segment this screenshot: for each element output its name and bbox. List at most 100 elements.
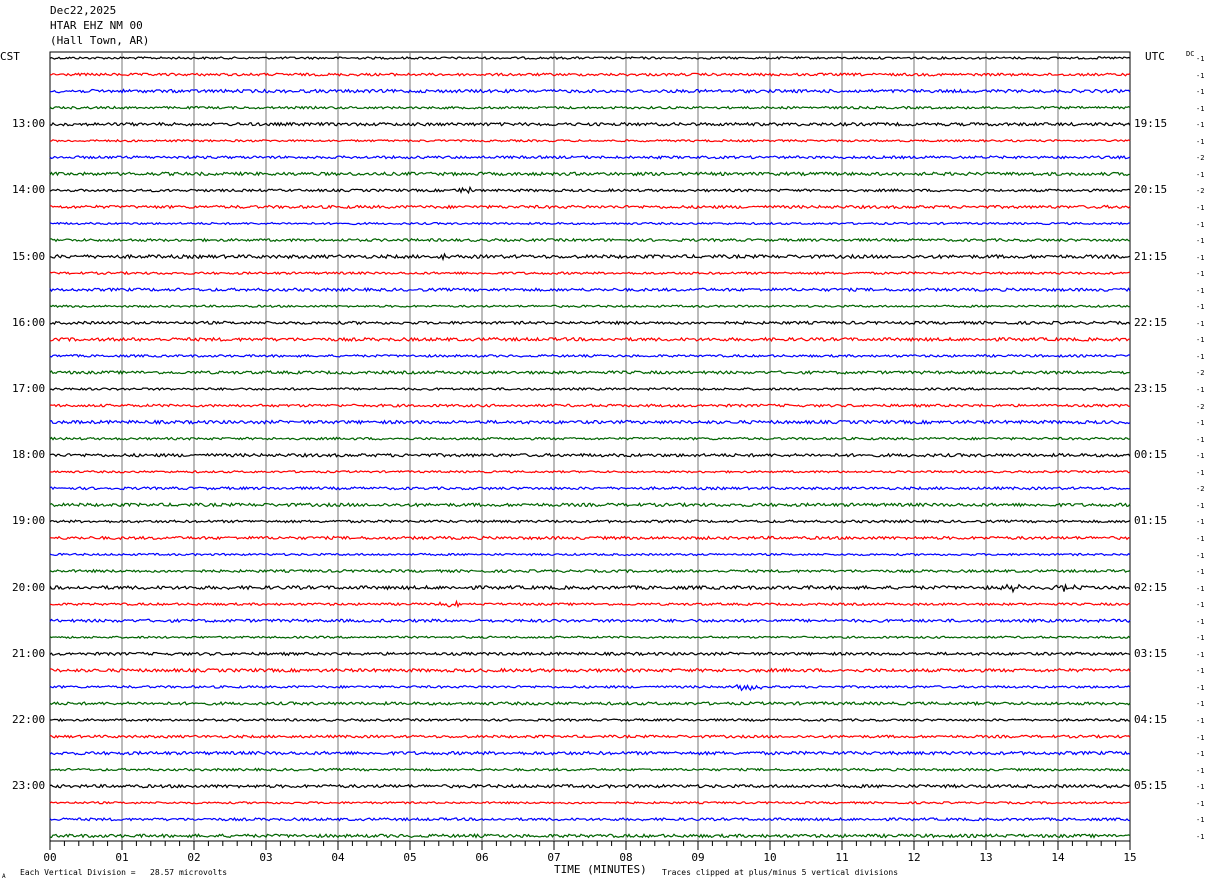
trace-line bbox=[50, 767, 1131, 772]
dc-offset-value: -1 bbox=[1196, 650, 1205, 659]
trace-line bbox=[49, 519, 1131, 524]
trace-line bbox=[49, 583, 1131, 594]
trace-line bbox=[49, 568, 1131, 574]
trace-line bbox=[49, 287, 1131, 293]
dc-offset-value: -1 bbox=[1196, 220, 1205, 229]
x-tick-label: 01 bbox=[115, 851, 128, 864]
trace-line bbox=[49, 552, 1131, 557]
trace-line bbox=[49, 270, 1131, 276]
trace-line bbox=[49, 185, 1131, 195]
dc-offset-value: -1 bbox=[1196, 419, 1205, 428]
x-tick-label: 10 bbox=[763, 851, 776, 864]
x-tick-label: 03 bbox=[259, 851, 272, 864]
trace-line bbox=[49, 72, 1131, 77]
dc-offset-value: -2 bbox=[1196, 187, 1205, 196]
dc-offset-value: -1 bbox=[1196, 832, 1205, 841]
trace-line bbox=[49, 170, 1131, 177]
dc-offset-value: -1 bbox=[1196, 534, 1205, 543]
x-tick-label: 13 bbox=[979, 851, 992, 864]
utc-hour-label: 02:15 bbox=[1134, 580, 1168, 594]
dc-offset-value: -1 bbox=[1196, 568, 1205, 577]
dc-offset-value: -1 bbox=[1196, 253, 1205, 262]
x-tick-label: 05 bbox=[403, 851, 416, 864]
dc-offset-value: -2 bbox=[1196, 154, 1205, 163]
x-tick-label: 00 bbox=[43, 851, 56, 864]
cst-hour-label: 20:00 bbox=[12, 580, 46, 594]
cst-label: CST bbox=[0, 50, 20, 63]
trace-line bbox=[49, 121, 1131, 127]
trace-line bbox=[49, 88, 1131, 94]
dc-offset-value: -2 bbox=[1196, 485, 1205, 494]
x-tick-label: 04 bbox=[331, 851, 345, 864]
trace-line bbox=[49, 683, 1131, 692]
trace-line bbox=[49, 485, 1131, 491]
cst-hour-label: 17:00 bbox=[12, 382, 46, 395]
dc-offset-value: -1 bbox=[1196, 170, 1205, 179]
trace-line bbox=[49, 403, 1131, 408]
dc-offset-value: -1 bbox=[1196, 55, 1205, 63]
trace-line bbox=[49, 221, 1131, 226]
dc-offset-value: -1 bbox=[1196, 551, 1205, 560]
trace-line bbox=[49, 535, 1131, 541]
station-label: HTAR EHZ NM 00 bbox=[50, 19, 143, 32]
dc-offset-value: -2 bbox=[1196, 369, 1205, 378]
x-tick-label: 14 bbox=[1051, 851, 1065, 864]
cst-hour-label: 18:00 bbox=[12, 448, 46, 462]
trace-line bbox=[49, 816, 1131, 822]
dc-offset-value: -1 bbox=[1196, 717, 1205, 725]
date-label: Dec22,2025 bbox=[50, 4, 117, 17]
cst-hour-label: 19:00 bbox=[12, 514, 46, 528]
x-tick-label: 09 bbox=[691, 851, 704, 864]
dc-offset-value: -1 bbox=[1196, 783, 1205, 792]
dc-offset-value: -1 bbox=[1196, 518, 1205, 527]
dc-offset-value: -1 bbox=[1196, 683, 1205, 692]
corner-mark: A bbox=[2, 873, 6, 880]
trace-line bbox=[49, 599, 1131, 609]
trace-line bbox=[49, 832, 1131, 839]
dc-offset-value: -1 bbox=[1196, 71, 1205, 80]
dc-offset-value: -1 bbox=[1196, 137, 1205, 146]
x-tick-label: 08 bbox=[619, 851, 632, 864]
clip-note: Traces clipped at plus/minus 5 vertical … bbox=[662, 868, 899, 877]
dc-offset-value: -1 bbox=[1196, 352, 1205, 361]
trace-line bbox=[49, 105, 1131, 110]
dc-offset-value: -1 bbox=[1196, 799, 1205, 808]
x-tick-label: 15 bbox=[1123, 851, 1136, 864]
trace-line bbox=[49, 635, 1131, 640]
x-tick-label: 12 bbox=[907, 851, 920, 864]
utc-hour-label: 20:15 bbox=[1134, 183, 1168, 197]
cst-hour-label: 15:00 bbox=[12, 249, 46, 263]
dc-offset-value: -1 bbox=[1196, 452, 1205, 461]
trace-line bbox=[49, 154, 1131, 160]
dc-offset-value: -1 bbox=[1196, 584, 1205, 593]
trace-line bbox=[49, 138, 1131, 143]
dc-offset-value: -1 bbox=[1196, 203, 1205, 212]
dc-offset-value: -1 bbox=[1196, 88, 1205, 97]
plot-frame bbox=[49, 51, 1131, 842]
trace-line bbox=[49, 336, 1131, 343]
x-tick-label: 06 bbox=[475, 851, 488, 864]
trace-line bbox=[50, 717, 1131, 723]
utc-label: UTC bbox=[1145, 50, 1165, 63]
dc-offset-value: -1 bbox=[1196, 733, 1205, 742]
x-tick-label: 11 bbox=[835, 851, 848, 864]
trace-line bbox=[49, 369, 1131, 376]
trace-line bbox=[49, 55, 1131, 60]
dc-offset-value: -1 bbox=[1196, 237, 1205, 246]
dc-offset-value: -1 bbox=[1196, 816, 1205, 825]
dc-offset-value: -1 bbox=[1196, 501, 1205, 510]
trace-line bbox=[49, 750, 1131, 756]
x-axis-title: TIME (MINUTES) bbox=[554, 863, 647, 876]
trace-line bbox=[49, 304, 1130, 309]
cst-hour-label: 21:00 bbox=[12, 646, 46, 660]
dc-offset-value: -1 bbox=[1196, 700, 1205, 709]
trace-line bbox=[50, 237, 1131, 243]
trace-line bbox=[49, 501, 1131, 508]
utc-hour-label: 00:15 bbox=[1134, 448, 1168, 462]
dc-offset-value: -1 bbox=[1196, 286, 1205, 295]
trace-line bbox=[49, 204, 1131, 210]
trace-line bbox=[49, 436, 1131, 441]
scale-note: Each Vertical Division = 28.57 microvolt… bbox=[20, 868, 228, 877]
trace-line bbox=[49, 667, 1131, 674]
dc-offset-value: -1 bbox=[1196, 667, 1205, 676]
